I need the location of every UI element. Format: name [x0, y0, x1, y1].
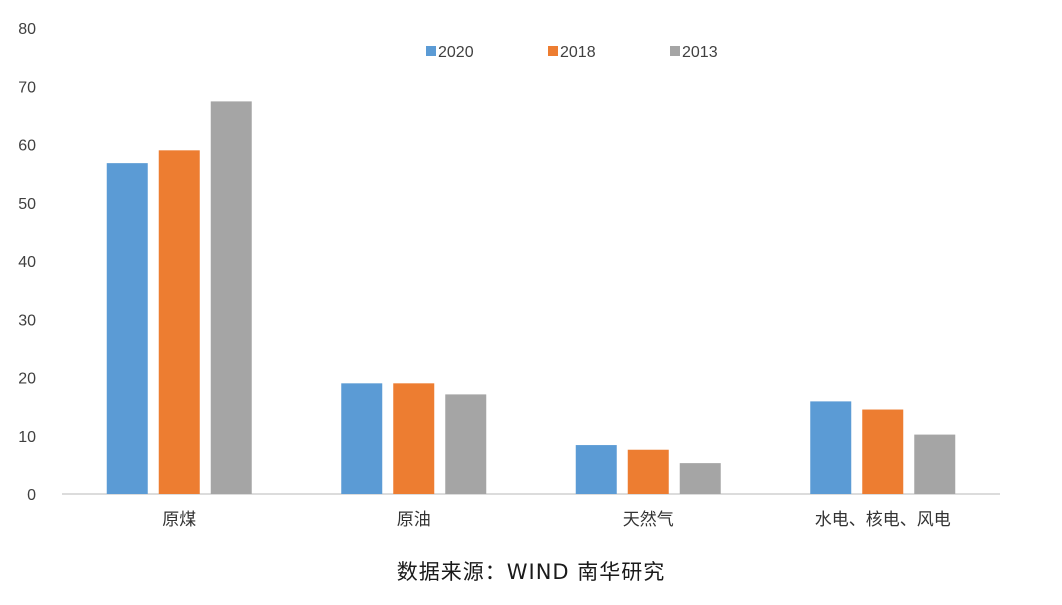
bar-2018 [393, 383, 435, 494]
x-category-label: 原油 [397, 510, 431, 530]
x-category-label: 水电、核电、风电 [815, 510, 951, 530]
bar-2013 [445, 394, 487, 494]
y-tick-label: 10 [18, 429, 36, 446]
x-category-label: 天然气 [623, 510, 674, 530]
bar-group [575, 445, 721, 494]
source-note: 数据来源：WIND 南华研究 [396, 560, 666, 584]
x-category-label: 原煤 [162, 510, 196, 530]
y-tick-label: 80 [18, 21, 36, 38]
legend-item: 2013 [670, 44, 718, 61]
y-tick-label: 50 [18, 196, 36, 213]
legend-swatch [548, 46, 558, 56]
legend-label: 2020 [438, 44, 474, 61]
legend-item: 2018 [548, 44, 596, 61]
bar-2020 [575, 445, 617, 494]
legend-swatch [426, 46, 436, 56]
bar-2013 [210, 101, 252, 495]
y-tick-label: 0 [27, 487, 36, 504]
legend-label: 2018 [560, 44, 596, 61]
legend-label: 2013 [682, 44, 718, 61]
bar-group [341, 383, 487, 494]
legend-swatch [670, 46, 680, 56]
x-axis-category-labels: 原煤 原油 天然气 水电、核电、风电 [162, 510, 951, 530]
y-axis-tick-labels: 0 10 20 30 40 50 60 70 80 [18, 21, 36, 504]
y-tick-label: 70 [18, 79, 36, 96]
bar-2018 [158, 150, 200, 494]
bar-2020 [106, 163, 148, 494]
bar-groups [106, 101, 956, 495]
bar-2013 [914, 434, 956, 494]
legend: 2020 2018 2013 [426, 44, 718, 61]
bar-2018 [862, 409, 904, 494]
y-tick-label: 40 [18, 254, 36, 271]
y-tick-label: 30 [18, 312, 36, 329]
y-tick-label: 20 [18, 371, 36, 388]
legend-item: 2020 [426, 44, 474, 61]
bar-group [810, 401, 956, 494]
bar-group [106, 101, 252, 495]
bar-2020 [810, 401, 852, 494]
bar-2013 [679, 463, 721, 494]
bar-2020 [341, 383, 383, 494]
bar-2018 [627, 449, 669, 494]
y-tick-label: 60 [18, 138, 36, 155]
